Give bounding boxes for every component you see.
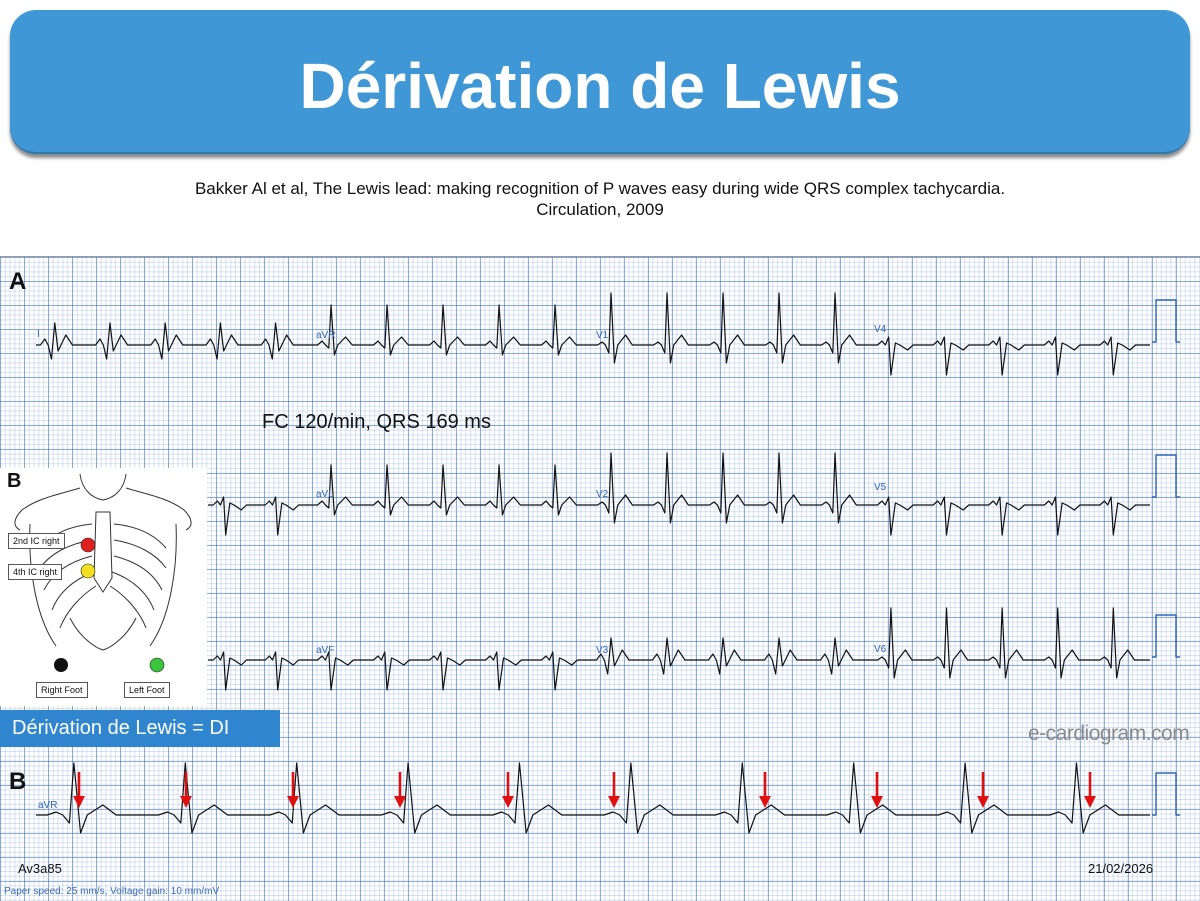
citation-line-1: Bakker Al et al, The Lewis lead: making … xyxy=(194,179,1006,198)
label-2nd-ic-right: 2nd IC right xyxy=(8,533,65,549)
lead-label-v3: V3 xyxy=(596,645,609,656)
citation: Bakker Al et al, The Lewis lead: making … xyxy=(0,178,1200,220)
trace-lead-avf xyxy=(312,651,592,691)
lead-label-v6: V6 xyxy=(874,644,887,655)
p-wave-arrow xyxy=(502,772,514,808)
electrode-red xyxy=(80,537,96,553)
calibration-pulse-row3 xyxy=(1152,614,1180,658)
trace-lead-v2 xyxy=(592,452,872,524)
p-wave-arrow xyxy=(73,772,85,808)
watermark: e-cardiogram.com xyxy=(1028,722,1190,745)
calibration-pulse-rhythm xyxy=(1152,772,1180,816)
trace-lead-i xyxy=(36,322,312,360)
electrode-diagram: B 2nd IC right 4th IC right Right Foot xyxy=(0,468,207,706)
trace-lead-v6 xyxy=(872,607,1150,679)
lead-label-v5: V5 xyxy=(874,482,887,493)
p-wave-arrow xyxy=(977,772,989,808)
ecg-id: Av3a85 xyxy=(18,861,62,876)
lead-label-rhythm: aVR xyxy=(38,800,58,811)
p-wave-arrow xyxy=(759,772,771,808)
panel-label-b-rhythm: B xyxy=(9,768,27,795)
p-wave-arrow xyxy=(871,772,883,808)
citation-line-2: Circulation, 2009 xyxy=(536,200,664,219)
label-right-foot: Right Foot xyxy=(36,682,88,698)
paper-speed-info: Paper speed: 25 mm/s, Voltage gain: 10 m… xyxy=(4,886,220,897)
lead-label-v1: V1 xyxy=(596,330,609,341)
calibration-pulse-row2 xyxy=(1152,454,1180,498)
electrode-green xyxy=(149,657,165,673)
electrode-black xyxy=(54,658,68,672)
trace-lead-avl xyxy=(312,464,592,516)
title-banner: Dérivation de Lewis xyxy=(10,10,1190,154)
p-wave-arrow xyxy=(394,772,406,808)
p-wave-arrow xyxy=(287,772,299,808)
trace-lead-avr xyxy=(312,304,592,356)
lewis-lead-caption: Dérivation de Lewis = DI xyxy=(0,710,280,747)
lead-label-avl: aVL xyxy=(316,489,334,500)
p-wave-arrow xyxy=(1084,772,1096,808)
p-wave-arrow xyxy=(608,772,620,808)
lead-label-v4: V4 xyxy=(874,324,887,335)
label-left-foot: Left Foot xyxy=(124,682,170,698)
p-wave-arrow xyxy=(180,772,192,808)
calibration-pulse-row1 xyxy=(1152,299,1180,343)
trace-lead-v3 xyxy=(592,637,872,675)
trace-lead-v1 xyxy=(592,292,872,364)
label-4th-ic-right: 4th IC right xyxy=(8,564,63,580)
panel-label-a: A xyxy=(9,268,27,295)
lead-label-avr: aVR xyxy=(316,330,336,341)
lead-label-v2: V2 xyxy=(596,489,609,500)
trace-lead-v4 xyxy=(872,336,1150,376)
lead-label-avf: aVF xyxy=(316,645,335,656)
lead-label-i: I xyxy=(37,329,40,340)
trace-lead-v5 xyxy=(872,496,1150,536)
heart-rate-text: FC 120/min, QRS 169 ms xyxy=(262,411,491,433)
thorax-drawing xyxy=(14,473,192,673)
panel-label-b: B xyxy=(7,470,22,492)
trace-lewis-rhythm xyxy=(36,762,1150,834)
page-title: Dérivation de Lewis xyxy=(299,50,901,122)
trace-lead-ii-partial xyxy=(208,496,312,536)
ecg-date: 21/02/2026 xyxy=(1088,861,1154,876)
trace-lead-iii-partial xyxy=(208,651,312,691)
electrode-yellow xyxy=(80,563,96,579)
